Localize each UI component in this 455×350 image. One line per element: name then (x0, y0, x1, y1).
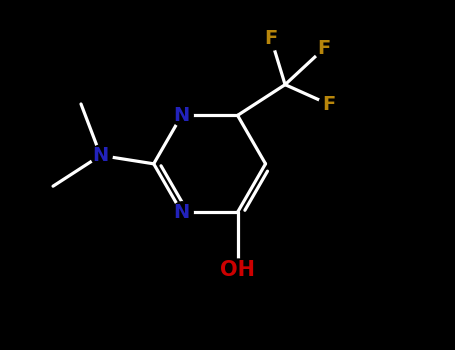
Text: N: N (173, 203, 190, 222)
Text: N: N (173, 106, 190, 125)
Text: F: F (318, 39, 331, 58)
Text: F: F (322, 95, 335, 114)
Text: OH: OH (220, 260, 255, 280)
Text: F: F (264, 29, 278, 48)
Text: N: N (92, 146, 109, 165)
